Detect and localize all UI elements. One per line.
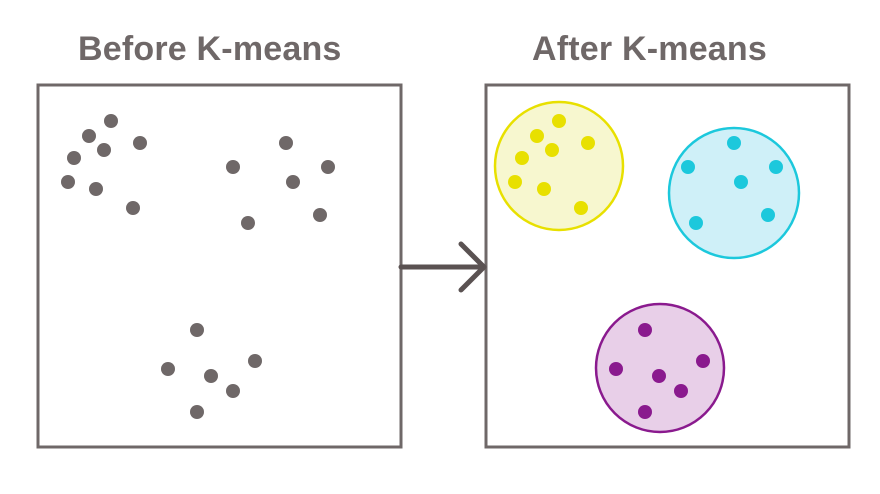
cluster-purple-point bbox=[696, 354, 710, 368]
cluster-purple-point bbox=[609, 362, 623, 376]
cluster-purple-point bbox=[638, 323, 652, 337]
cluster-yellow-point bbox=[537, 182, 551, 196]
cluster-purple-point bbox=[652, 369, 666, 383]
data-point bbox=[61, 175, 75, 189]
cluster-yellow-point bbox=[545, 143, 559, 157]
right-arrow-icon bbox=[398, 241, 487, 293]
data-point bbox=[226, 160, 240, 174]
unclustered-points bbox=[61, 114, 335, 419]
cluster-yellow-point bbox=[581, 136, 595, 150]
data-point bbox=[133, 136, 147, 150]
data-point bbox=[161, 362, 175, 376]
data-point bbox=[190, 323, 204, 337]
after-kmeans-title: After K-means bbox=[532, 30, 767, 68]
cluster-purple-point bbox=[674, 384, 688, 398]
before-kmeans-title: Before K-means bbox=[78, 30, 342, 68]
data-point bbox=[248, 354, 262, 368]
cluster-cyan-point bbox=[689, 216, 703, 230]
cluster-yellow-boundary bbox=[493, 100, 625, 232]
cluster-yellow-point bbox=[508, 175, 522, 189]
cluster-cyan-point bbox=[727, 136, 741, 150]
data-point bbox=[190, 405, 204, 419]
cluster-cyan-point bbox=[761, 208, 775, 222]
data-point bbox=[241, 216, 255, 230]
data-point bbox=[67, 151, 81, 165]
data-point bbox=[204, 369, 218, 383]
data-point bbox=[82, 129, 96, 143]
cluster-cyan-point bbox=[769, 160, 783, 174]
data-point bbox=[279, 136, 293, 150]
data-point bbox=[89, 182, 103, 196]
cluster-purple-boundary bbox=[594, 302, 726, 434]
cluster-cyan bbox=[667, 126, 801, 260]
before-panel bbox=[36, 83, 403, 449]
cluster-cyan-point bbox=[681, 160, 695, 174]
clusters-group bbox=[493, 100, 801, 434]
cluster-purple bbox=[594, 302, 726, 434]
cluster-yellow-point bbox=[530, 129, 544, 143]
cluster-purple-point bbox=[638, 405, 652, 419]
data-point bbox=[313, 208, 327, 222]
cluster-yellow-point bbox=[552, 114, 566, 128]
data-point bbox=[97, 143, 111, 157]
data-point bbox=[286, 175, 300, 189]
cluster-yellow bbox=[493, 100, 625, 232]
cluster-cyan-point bbox=[734, 175, 748, 189]
cluster-yellow-point bbox=[574, 201, 588, 215]
data-point bbox=[126, 201, 140, 215]
data-point bbox=[321, 160, 335, 174]
data-point bbox=[226, 384, 240, 398]
cluster-yellow-point bbox=[515, 151, 529, 165]
data-point bbox=[104, 114, 118, 128]
